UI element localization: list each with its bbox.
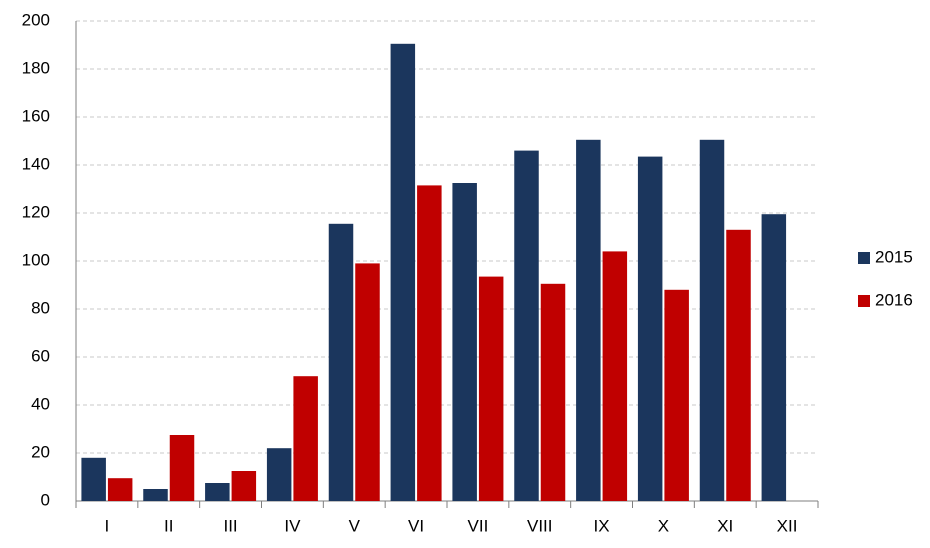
bar bbox=[169, 435, 195, 501]
bar bbox=[390, 43, 416, 502]
y-tick-label: 200 bbox=[22, 10, 50, 29]
bar bbox=[205, 483, 230, 501]
x-tick-label: III bbox=[223, 516, 237, 535]
x-tick-label: VI bbox=[408, 516, 424, 535]
y-tick-label: 20 bbox=[31, 442, 50, 461]
x-tick-label: IV bbox=[284, 516, 301, 535]
y-tick-label: 180 bbox=[22, 58, 50, 77]
y-tick-label: 60 bbox=[31, 346, 50, 365]
bar bbox=[143, 489, 168, 501]
bar bbox=[726, 229, 751, 502]
y-tick-label: 80 bbox=[31, 298, 50, 317]
bar bbox=[293, 376, 318, 501]
bar bbox=[81, 457, 106, 501]
bar bbox=[514, 150, 539, 501]
y-tick-label: 160 bbox=[22, 106, 50, 125]
bar bbox=[107, 478, 133, 501]
y-tick-label: 140 bbox=[22, 154, 50, 173]
x-tick-label: VII bbox=[468, 516, 489, 535]
x-tick-label: V bbox=[349, 516, 361, 535]
x-tick-label: IX bbox=[594, 516, 610, 535]
bar bbox=[478, 276, 504, 501]
x-tick-label: VIII bbox=[527, 516, 553, 535]
bar bbox=[266, 448, 292, 501]
bar bbox=[231, 471, 257, 501]
bar bbox=[761, 214, 787, 501]
y-tick-label: 0 bbox=[41, 490, 50, 509]
bar bbox=[699, 139, 725, 502]
y-tick-label: 120 bbox=[22, 202, 50, 221]
bar bbox=[540, 283, 566, 501]
legend-label: 2015 bbox=[875, 247, 913, 266]
x-tick-label: X bbox=[658, 516, 669, 535]
legend-swatch bbox=[858, 295, 870, 307]
x-tick-label: XI bbox=[717, 516, 733, 535]
y-tick-label: 40 bbox=[31, 394, 50, 413]
bar bbox=[417, 185, 442, 501]
legend-label: 2016 bbox=[875, 290, 913, 309]
legend-swatch bbox=[858, 252, 870, 264]
x-tick-label: I bbox=[105, 516, 110, 535]
y-tick-label: 100 bbox=[22, 250, 50, 269]
bar bbox=[602, 251, 628, 501]
bar bbox=[452, 183, 477, 501]
bar bbox=[328, 223, 354, 502]
x-tick-label: II bbox=[164, 516, 173, 535]
bar bbox=[637, 156, 663, 501]
x-tick-label: XII bbox=[777, 516, 798, 535]
bar bbox=[576, 139, 601, 502]
bar bbox=[355, 263, 380, 501]
bar bbox=[664, 289, 689, 501]
